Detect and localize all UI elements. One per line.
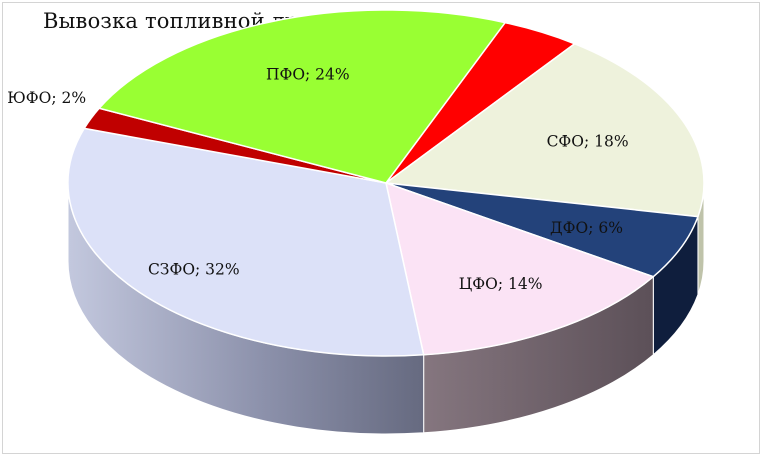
pie-slice-СЗФО (67, 127, 425, 357)
pie-sides (67, 182, 705, 435)
data-label-СЗФО: СЗФО; 32% (148, 260, 240, 278)
pie-slices (67, 9, 705, 357)
data-label-ЦФО: ЦФО; 14% (459, 275, 543, 293)
data-label-УФО: УФО; 4% (529, 0, 601, 1)
data-labels: УФО; 4% СФО; 18% ДФО; 6% ЦФО; 14% СЗФО; 32% Ю… (7, 0, 628, 293)
pie-slice-СФО (385, 43, 705, 218)
pie-slice-ПФО (98, 9, 506, 184)
data-label-ДФО: ДФО; 6% (550, 219, 623, 237)
data-label-СФО: СФО; 18% (547, 133, 629, 151)
data-label-ЮФО: ЮФО; 2% (7, 89, 86, 107)
data-label-ПФО: ПФО; 24% (266, 65, 350, 83)
pie-slice-ЦФО (385, 182, 655, 356)
pie-slice-ДФО (385, 182, 699, 278)
